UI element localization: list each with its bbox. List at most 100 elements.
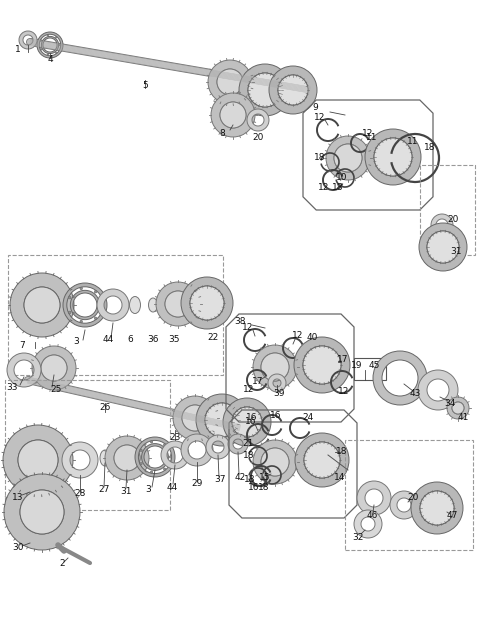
Wedge shape — [223, 398, 271, 446]
Wedge shape — [431, 214, 453, 236]
Text: 2: 2 — [59, 559, 65, 569]
Wedge shape — [10, 273, 74, 337]
Wedge shape — [41, 37, 59, 54]
Text: 44: 44 — [102, 336, 114, 344]
Text: 9: 9 — [312, 104, 318, 112]
Text: 40: 40 — [306, 334, 318, 343]
Circle shape — [420, 491, 454, 525]
Wedge shape — [268, 374, 286, 392]
Circle shape — [220, 102, 246, 128]
Circle shape — [40, 40, 42, 42]
Text: 33: 33 — [6, 384, 18, 392]
Wedge shape — [206, 435, 230, 459]
Wedge shape — [239, 64, 291, 116]
Ellipse shape — [130, 296, 141, 313]
Wedge shape — [411, 482, 463, 534]
Text: 31: 31 — [450, 248, 462, 257]
Text: 18: 18 — [424, 143, 436, 152]
Text: 18: 18 — [243, 451, 255, 459]
Text: 18: 18 — [244, 475, 256, 485]
Text: 12: 12 — [338, 387, 350, 396]
Circle shape — [59, 44, 61, 46]
Wedge shape — [228, 434, 248, 454]
Text: 31: 31 — [120, 487, 132, 495]
Bar — [420, 165, 475, 255]
Text: 42: 42 — [234, 473, 246, 482]
Text: 20: 20 — [252, 133, 264, 142]
Bar — [5, 380, 170, 510]
Text: 18: 18 — [332, 183, 344, 193]
Circle shape — [68, 311, 71, 313]
Text: 27: 27 — [98, 485, 110, 494]
Wedge shape — [211, 93, 255, 137]
Circle shape — [26, 39, 34, 46]
Text: 6: 6 — [127, 336, 133, 344]
Wedge shape — [357, 481, 391, 515]
Text: 15: 15 — [259, 473, 271, 482]
Text: 41: 41 — [457, 413, 468, 423]
Circle shape — [164, 468, 166, 470]
Circle shape — [165, 291, 191, 317]
Circle shape — [80, 320, 83, 323]
Wedge shape — [32, 346, 76, 390]
Wedge shape — [208, 60, 252, 104]
Text: 30: 30 — [12, 544, 24, 552]
Wedge shape — [105, 436, 149, 480]
Wedge shape — [4, 474, 80, 550]
Circle shape — [182, 405, 208, 431]
Circle shape — [164, 444, 166, 446]
Bar — [345, 440, 473, 550]
Text: 5: 5 — [142, 80, 148, 90]
Text: 16: 16 — [245, 418, 257, 427]
Wedge shape — [247, 109, 269, 131]
Text: 46: 46 — [366, 511, 378, 520]
Wedge shape — [161, 441, 189, 469]
Circle shape — [303, 346, 341, 384]
Text: 21: 21 — [242, 439, 254, 447]
Circle shape — [427, 231, 459, 263]
Wedge shape — [390, 491, 418, 519]
Circle shape — [20, 490, 64, 534]
Text: 29: 29 — [192, 480, 203, 489]
Wedge shape — [135, 437, 175, 477]
Circle shape — [80, 287, 83, 289]
Wedge shape — [447, 397, 469, 419]
Wedge shape — [181, 434, 213, 466]
Circle shape — [205, 403, 239, 437]
Ellipse shape — [148, 298, 157, 312]
Text: 11: 11 — [407, 138, 419, 147]
Text: 22: 22 — [207, 334, 218, 343]
Text: 12: 12 — [314, 114, 326, 123]
Bar — [354, 358, 386, 380]
Wedge shape — [97, 289, 129, 321]
Text: 36: 36 — [147, 336, 159, 344]
Wedge shape — [418, 370, 458, 410]
Polygon shape — [27, 377, 241, 432]
Circle shape — [68, 296, 71, 299]
Text: 16: 16 — [248, 482, 260, 492]
Text: 39: 39 — [273, 389, 285, 399]
Text: 32: 32 — [352, 533, 364, 542]
Wedge shape — [326, 136, 370, 180]
Wedge shape — [37, 32, 63, 58]
Circle shape — [101, 304, 103, 307]
Text: 1: 1 — [15, 46, 21, 54]
Circle shape — [56, 52, 57, 54]
Circle shape — [94, 291, 97, 293]
Circle shape — [18, 440, 58, 480]
Text: 17: 17 — [337, 355, 349, 365]
Polygon shape — [29, 39, 311, 94]
Text: 16: 16 — [270, 411, 282, 420]
Circle shape — [334, 144, 362, 172]
Circle shape — [374, 138, 412, 176]
Circle shape — [150, 471, 153, 473]
Circle shape — [248, 73, 282, 107]
Text: 34: 34 — [444, 399, 456, 408]
Text: 24: 24 — [302, 413, 313, 423]
Text: 19: 19 — [351, 360, 363, 370]
Text: 35: 35 — [168, 336, 180, 344]
Text: 12: 12 — [243, 386, 255, 394]
Text: 8: 8 — [219, 128, 225, 138]
Text: 11: 11 — [366, 133, 378, 142]
Wedge shape — [7, 353, 41, 387]
